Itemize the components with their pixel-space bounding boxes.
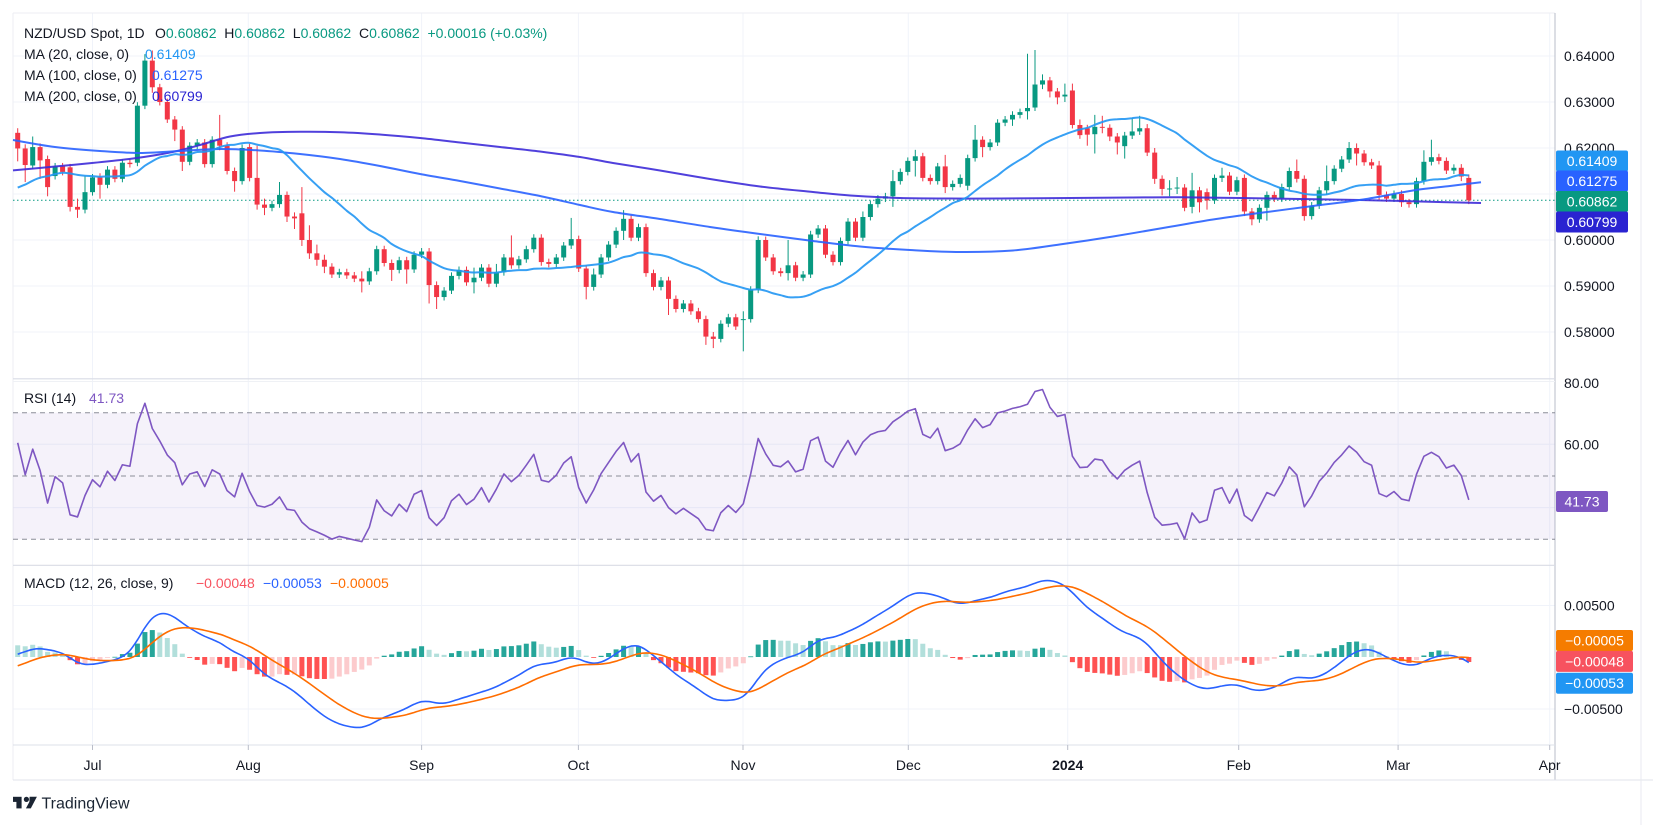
svg-text:2024: 2024 <box>1052 757 1083 773</box>
svg-text:Aug: Aug <box>236 757 261 773</box>
svg-text:MACD (12, 26, close, 9): MACD (12, 26, close, 9) <box>24 575 173 591</box>
svg-text:MA (20, close, 0): MA (20, close, 0) <box>24 46 129 62</box>
svg-text:0.61275: 0.61275 <box>1567 173 1618 189</box>
svg-text:0.64000: 0.64000 <box>1564 48 1615 64</box>
svg-text:Oct: Oct <box>568 757 590 773</box>
svg-text:0.60862: 0.60862 <box>1567 194 1618 210</box>
svg-text:80.00: 80.00 <box>1564 375 1599 391</box>
svg-text:Apr: Apr <box>1539 757 1561 773</box>
svg-text:0.63000: 0.63000 <box>1564 94 1615 110</box>
svg-text:−0.00005: −0.00005 <box>1565 633 1624 649</box>
svg-text:0.61275: 0.61275 <box>152 67 203 83</box>
svg-text:−0.00500: −0.00500 <box>1564 701 1623 717</box>
svg-text:Mar: Mar <box>1386 757 1410 773</box>
svg-text:0.58000: 0.58000 <box>1564 324 1615 340</box>
svg-text:−0.00053: −0.00053 <box>263 575 322 591</box>
svg-text:−0.00048: −0.00048 <box>196 575 255 591</box>
svg-text:TradingView: TradingView <box>42 796 130 813</box>
svg-text:Feb: Feb <box>1227 757 1251 773</box>
svg-text:O0.60862 H0.60862 L0.60862: O0.60862 H0.60862 L0.60862 C0.60862 +0.0… <box>155 25 547 41</box>
svg-text:Dec: Dec <box>896 757 921 773</box>
svg-text:0.61409: 0.61409 <box>1567 153 1618 169</box>
svg-text:RSI (14): RSI (14) <box>24 390 76 406</box>
svg-text:Sep: Sep <box>409 757 434 773</box>
svg-text:−0.00005: −0.00005 <box>330 575 389 591</box>
svg-text:Jul: Jul <box>84 757 102 773</box>
svg-text:0.60799: 0.60799 <box>1567 214 1618 230</box>
svg-text:MA (200, close, 0): MA (200, close, 0) <box>24 88 137 104</box>
svg-text:−0.00053: −0.00053 <box>1565 675 1624 691</box>
svg-text:0.59000: 0.59000 <box>1564 278 1615 294</box>
svg-text:60.00: 60.00 <box>1564 436 1599 452</box>
svg-text:41.73: 41.73 <box>89 390 124 406</box>
svg-text:0.00500: 0.00500 <box>1564 598 1615 614</box>
svg-text:0.60000: 0.60000 <box>1564 232 1615 248</box>
svg-text:Nov: Nov <box>731 757 756 773</box>
svg-text:0.60799: 0.60799 <box>152 88 203 104</box>
svg-text:0.61409: 0.61409 <box>145 46 196 62</box>
svg-text:MA (100, close, 0): MA (100, close, 0) <box>24 67 137 83</box>
svg-text:41.73: 41.73 <box>1564 494 1599 510</box>
svg-text:−0.00048: −0.00048 <box>1565 653 1624 669</box>
svg-text:NZD/USD Spot, 1D: NZD/USD Spot, 1D <box>24 25 145 41</box>
